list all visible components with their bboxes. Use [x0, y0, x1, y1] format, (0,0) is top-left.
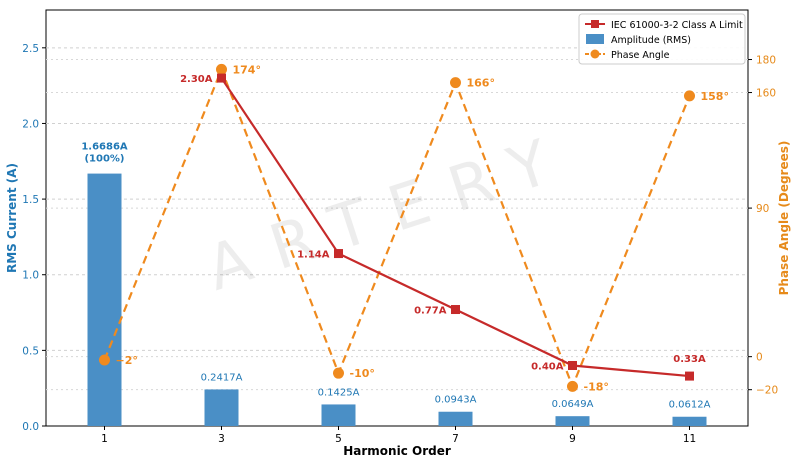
amplitude-label: 0.0943A: [435, 395, 477, 406]
y2-tick-label: 0: [756, 352, 763, 364]
amplitude-bar: [204, 389, 239, 426]
amplitude-label: 0.1425A: [318, 387, 360, 398]
phase-angle-label: -18°: [584, 380, 609, 393]
legend-label-phase: Phase Angle: [611, 50, 670, 61]
phase-angle-marker: [450, 77, 461, 89]
limit-marker: [451, 305, 460, 315]
y2-axis-title: Phase Angle (Degrees): [777, 141, 791, 296]
phase-angle-line: [103, 66, 691, 390]
limit-marker: [334, 249, 343, 259]
phase-angle-marker: [216, 63, 227, 75]
x-tick-label: 5: [335, 433, 342, 445]
y-tick-label: 1.5: [22, 194, 39, 206]
amplitude-bar: [87, 173, 122, 426]
x-tick-label: 3: [218, 433, 225, 445]
limit-marker: [217, 73, 226, 83]
y-axis-title: RMS Current (A): [5, 163, 19, 273]
y-tick-label: 0.0: [22, 421, 39, 433]
limit-label: 0.77A: [414, 306, 447, 317]
legend-box: [578, 13, 746, 65]
phase-angle-marker: [567, 380, 578, 392]
legend-marker-limit: [591, 20, 599, 28]
phase-angle-marker: [333, 367, 344, 379]
phase-angle-marker: [684, 90, 695, 102]
amplitude-label: 0.0612A: [669, 400, 711, 411]
y-tick-label: 1.0: [22, 270, 39, 282]
limit-marker: [568, 360, 577, 370]
amplitude-label: 1.6686A (100%): [81, 142, 128, 165]
legend-swatch-amplitude: [586, 34, 604, 44]
amplitude-label-line: (100%): [84, 154, 124, 165]
legend-marker-phase: [590, 49, 600, 59]
phase-angle-label: −2°: [116, 354, 138, 367]
x-tick-label: 1: [101, 433, 108, 445]
x-tick-label: 11: [683, 433, 696, 445]
limit-marker: [685, 371, 694, 381]
legend: IEC 61000-3-2 Class A Limit Amplitude (RM…: [578, 13, 746, 65]
phase-angle-label: 158°: [701, 90, 729, 103]
amplitude-bar: [321, 404, 356, 426]
limit-label: 1.14A: [297, 250, 330, 261]
limit-label: 0.33A: [673, 354, 706, 365]
y-tick-label: 0.5: [22, 345, 39, 357]
y2-tick-label: 160: [756, 88, 776, 100]
amplitude-bar: [672, 416, 707, 426]
amplitude-bar: [555, 416, 590, 426]
y2-tick-label: 90: [756, 203, 769, 215]
phase-angle-label: 166°: [467, 77, 495, 90]
phase-angle-marker: [99, 354, 110, 366]
limit-label: 0.40A: [531, 361, 564, 372]
y2-tick-label: 180: [756, 55, 776, 67]
y-tick-label: 2.5: [22, 43, 39, 55]
x-axis-title: Harmonic Order: [343, 444, 451, 458]
amplitude-bar: [438, 411, 473, 426]
phase-angle-label: -10°: [350, 367, 375, 380]
amplitude-label: 0.0649A: [552, 399, 594, 410]
legend-label-limit: IEC 61000-3-2 Class A Limit: [611, 20, 743, 31]
y2-tick-label: −20: [756, 385, 778, 397]
x-tick-label: 9: [569, 433, 576, 445]
limit-label: 2.30A: [180, 74, 213, 85]
x-tick-label: 7: [452, 433, 459, 445]
amplitude-label: 0.2417A: [201, 372, 243, 383]
phase-angle-label: 174°: [233, 63, 261, 76]
legend-label-amplitude: Amplitude (RMS): [611, 35, 691, 46]
amplitude-label-line: 1.6686A: [81, 142, 128, 153]
y-tick-label: 2.0: [22, 118, 39, 130]
